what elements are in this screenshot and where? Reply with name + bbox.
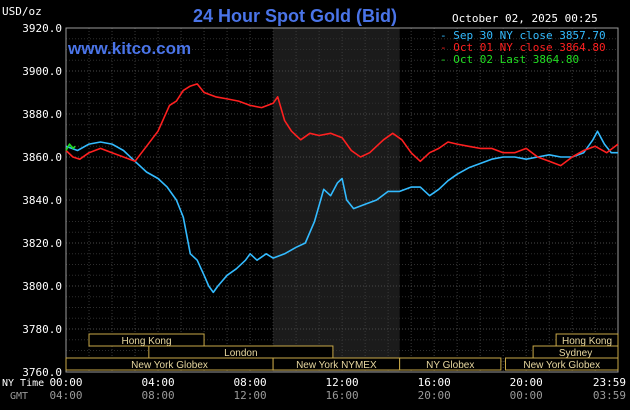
series-line-2 xyxy=(65,143,76,151)
x-tick-label-gmt: 03:59 xyxy=(593,389,626,402)
price-series xyxy=(65,83,619,294)
timestamp: October 02, 2025 00:25 xyxy=(452,12,598,25)
market-sessions: Hong Kong London New York Globex New York N… xyxy=(65,333,619,371)
gmt-label: GMT xyxy=(10,391,28,402)
site-label[interactable]: www.kitco.com xyxy=(67,39,191,58)
x-tick-label-ny: 16:00 xyxy=(418,376,451,389)
x-axis-ticks: 00:0004:0004:0008:0008:0012:0012:0016:00… xyxy=(49,376,626,402)
x-tick-label-ny: 04:00 xyxy=(141,376,174,389)
session-label: NY Globex xyxy=(426,360,474,371)
ny-time-label: NY Time xyxy=(2,378,44,389)
plot-frame xyxy=(65,27,619,373)
x-tick-label-gmt: 04:00 xyxy=(49,389,82,402)
legend-entry-oct02: - Oct 02 Last 3864.80 xyxy=(440,53,579,66)
y-tick-label: 3840.0 xyxy=(22,194,62,207)
y-axis-ticks: 3760.0 3780.0 3800.0 3820.0 3840.0 3860.0 3880… xyxy=(22,22,62,379)
x-tick-label-gmt: 12:00 xyxy=(234,389,267,402)
session-box xyxy=(88,333,205,347)
session-label: Sydney xyxy=(559,348,592,359)
y-tick-label: 3920.0 xyxy=(22,22,62,35)
series-line-1 xyxy=(65,83,619,167)
y-tick-label: 3860.0 xyxy=(22,151,62,164)
series-line-0 xyxy=(65,130,618,294)
x-tick-label-ny: 20:00 xyxy=(510,376,543,389)
session-box xyxy=(504,357,619,371)
x-tick-label-ny: 12:00 xyxy=(326,376,359,389)
y-tick-label: 3760.0 xyxy=(22,366,62,379)
x-tick-label-gmt: 20:00 xyxy=(418,389,451,402)
unit-label: USD/oz xyxy=(2,5,42,18)
session-label: Hong Kong xyxy=(562,336,612,347)
y-tick-label: 3900.0 xyxy=(22,65,62,78)
x-tick-label-ny: 23:59 xyxy=(593,376,626,389)
x-tick-label-ny: 08:00 xyxy=(234,376,267,389)
session-box xyxy=(399,357,502,371)
legend-entry-oct01: - Oct 01 NY close 3864.80 xyxy=(440,41,606,54)
y-tick-label: 3880.0 xyxy=(22,108,62,121)
x-tick-label-gmt: 00:00 xyxy=(510,389,543,402)
y-tick-label: 3780.0 xyxy=(22,323,62,336)
session-label: New York Globex xyxy=(523,360,600,371)
x-tick-label-ny: 00:00 xyxy=(49,376,82,389)
session-label: Hong Kong xyxy=(122,336,172,347)
session-label: New York NYMEX xyxy=(296,360,377,371)
grid-lines xyxy=(65,27,619,373)
x-tick-label-gmt: 08:00 xyxy=(141,389,174,402)
y-tick-label: 3820.0 xyxy=(22,237,62,250)
session-label: London xyxy=(224,348,257,359)
chart-title: 24 Hour Spot Gold (Bid) xyxy=(193,6,397,26)
x-tick-label-gmt: 16:00 xyxy=(326,389,359,402)
legend-entry-sep30: - Sep 30 NY close 3857.70 xyxy=(440,29,606,42)
y-tick-label: 3800.0 xyxy=(22,280,62,293)
session-label: New York Globex xyxy=(131,360,208,371)
